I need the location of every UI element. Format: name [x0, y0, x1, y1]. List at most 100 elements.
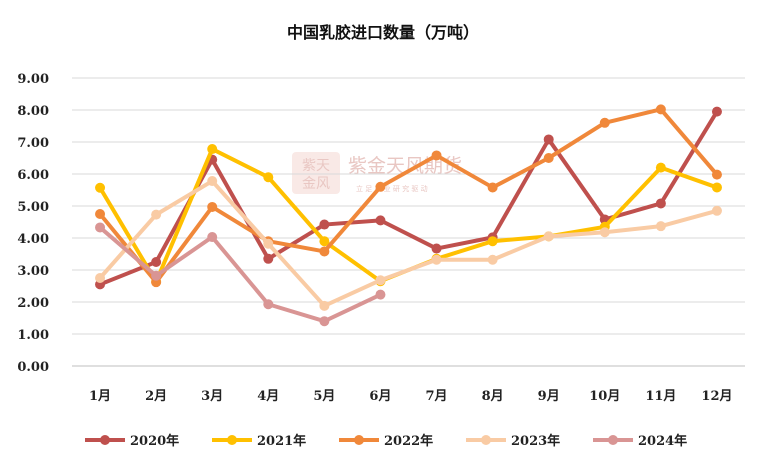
legend-label: 2022年 — [384, 433, 433, 449]
data-point — [599, 117, 610, 128]
legend-swatch-marker — [354, 435, 364, 445]
data-point — [375, 181, 386, 192]
grid — [72, 77, 745, 367]
data-point — [95, 273, 106, 283]
data-point — [655, 198, 666, 209]
x-tick-label: 6月 — [369, 389, 391, 404]
data-point — [711, 106, 722, 117]
data-point — [375, 275, 386, 286]
data-point — [263, 253, 274, 264]
x-tick-label: 7月 — [426, 389, 448, 404]
y-axis: 0.00 1.00 2.00 3.00 4.00 5.00 6.00 7.00 8.00 9.00 — [17, 72, 49, 375]
data-point — [151, 257, 162, 267]
watermark-logo — [292, 152, 340, 194]
data-point — [95, 209, 106, 219]
data-point — [95, 222, 106, 233]
series-group — [95, 104, 722, 327]
x-tick-label: 8月 — [482, 389, 504, 404]
x-tick-label: 12月 — [701, 389, 732, 404]
x-tick-label: 4月 — [257, 389, 279, 404]
data-point — [599, 227, 610, 238]
watermark-logo-top: 紫天 — [302, 158, 330, 174]
legend-item: 2021年 — [212, 433, 306, 449]
legend-swatch-marker — [100, 435, 110, 445]
data-point — [263, 172, 274, 183]
x-tick-label: 1月 — [89, 389, 111, 404]
watermark-logo-bottom: 金风 — [302, 176, 330, 192]
data-point — [207, 201, 218, 212]
data-point — [487, 236, 498, 247]
y-tick-label: 6.00 — [17, 168, 49, 183]
data-point — [151, 209, 162, 220]
data-point — [655, 221, 666, 232]
series-2022年 — [95, 104, 722, 288]
x-tick-label: 10月 — [589, 389, 620, 404]
y-tick-label: 0.00 — [17, 360, 49, 375]
data-point — [431, 243, 442, 254]
series-2020年 — [95, 106, 722, 290]
watermark-sub: 立 足 产 业 研 究 驱 动 — [356, 184, 428, 193]
legend-item: 2024年 — [593, 433, 687, 449]
data-point — [711, 182, 722, 193]
data-point — [319, 219, 330, 230]
series-line — [98, 225, 383, 324]
series-line — [98, 179, 719, 308]
watermark-company: 紫金天风期货 — [348, 155, 462, 177]
data-point — [543, 231, 554, 242]
data-point — [263, 299, 274, 310]
data-point — [375, 289, 386, 300]
y-tick-label: 3.00 — [17, 264, 49, 279]
series-line — [98, 107, 719, 285]
chart-title: 中国乳胶进口数量（万吨） — [287, 23, 479, 42]
data-point — [319, 316, 330, 327]
data-point — [375, 215, 386, 226]
legend-item: 2020年 — [85, 433, 179, 449]
series-2023年 — [95, 176, 722, 311]
legend-label: 2023年 — [511, 433, 560, 449]
legend-swatch-marker — [227, 435, 237, 445]
data-point — [207, 144, 218, 155]
data-point — [95, 182, 106, 193]
legend: 2020年 2021年 2022年 2023年 2024年 — [85, 433, 687, 449]
legend-swatch-marker — [481, 435, 491, 445]
y-tick-label: 4.00 — [17, 232, 49, 247]
legend-item: 2023年 — [466, 433, 560, 449]
data-point — [431, 150, 442, 161]
data-point — [655, 104, 666, 115]
legend-label: 2021年 — [257, 433, 306, 449]
legend-label: 2020年 — [130, 433, 179, 449]
y-tick-label: 1.00 — [17, 328, 49, 343]
data-point — [711, 205, 722, 216]
y-tick-label: 8.00 — [17, 104, 49, 119]
y-tick-label: 7.00 — [17, 136, 49, 151]
data-point — [207, 176, 218, 187]
data-point — [319, 236, 330, 247]
data-point — [319, 246, 330, 257]
legend-label: 2024年 — [638, 433, 687, 449]
y-tick-label: 9.00 — [17, 72, 49, 87]
data-point — [431, 254, 442, 265]
x-tick-label: 3月 — [201, 389, 223, 404]
x-tick-label: 11月 — [645, 389, 676, 404]
data-point — [487, 254, 498, 265]
data-point — [263, 238, 274, 249]
series-2024年 — [95, 222, 386, 327]
data-point — [207, 232, 218, 243]
x-tick-label: 2月 — [145, 389, 167, 404]
legend-swatch-marker — [608, 435, 618, 445]
data-point — [655, 162, 666, 173]
data-point — [151, 270, 162, 281]
watermark: 紫天 金风 紫金天风期货 立 足 产 业 研 究 驱 动 — [292, 152, 462, 194]
x-tick-label: 5月 — [313, 389, 335, 404]
y-tick-label: 5.00 — [17, 200, 49, 215]
data-point — [487, 182, 498, 193]
x-tick-label: 9月 — [538, 389, 560, 404]
data-point — [543, 134, 554, 145]
y-tick-label: 2.00 — [17, 296, 49, 311]
legend-item: 2022年 — [339, 433, 433, 449]
data-point — [711, 169, 722, 180]
x-axis: 1月 2月 3月 4月 5月 6月 7月 8月 9月 10月 11月 12月 — [89, 389, 732, 404]
data-point — [543, 153, 554, 163]
